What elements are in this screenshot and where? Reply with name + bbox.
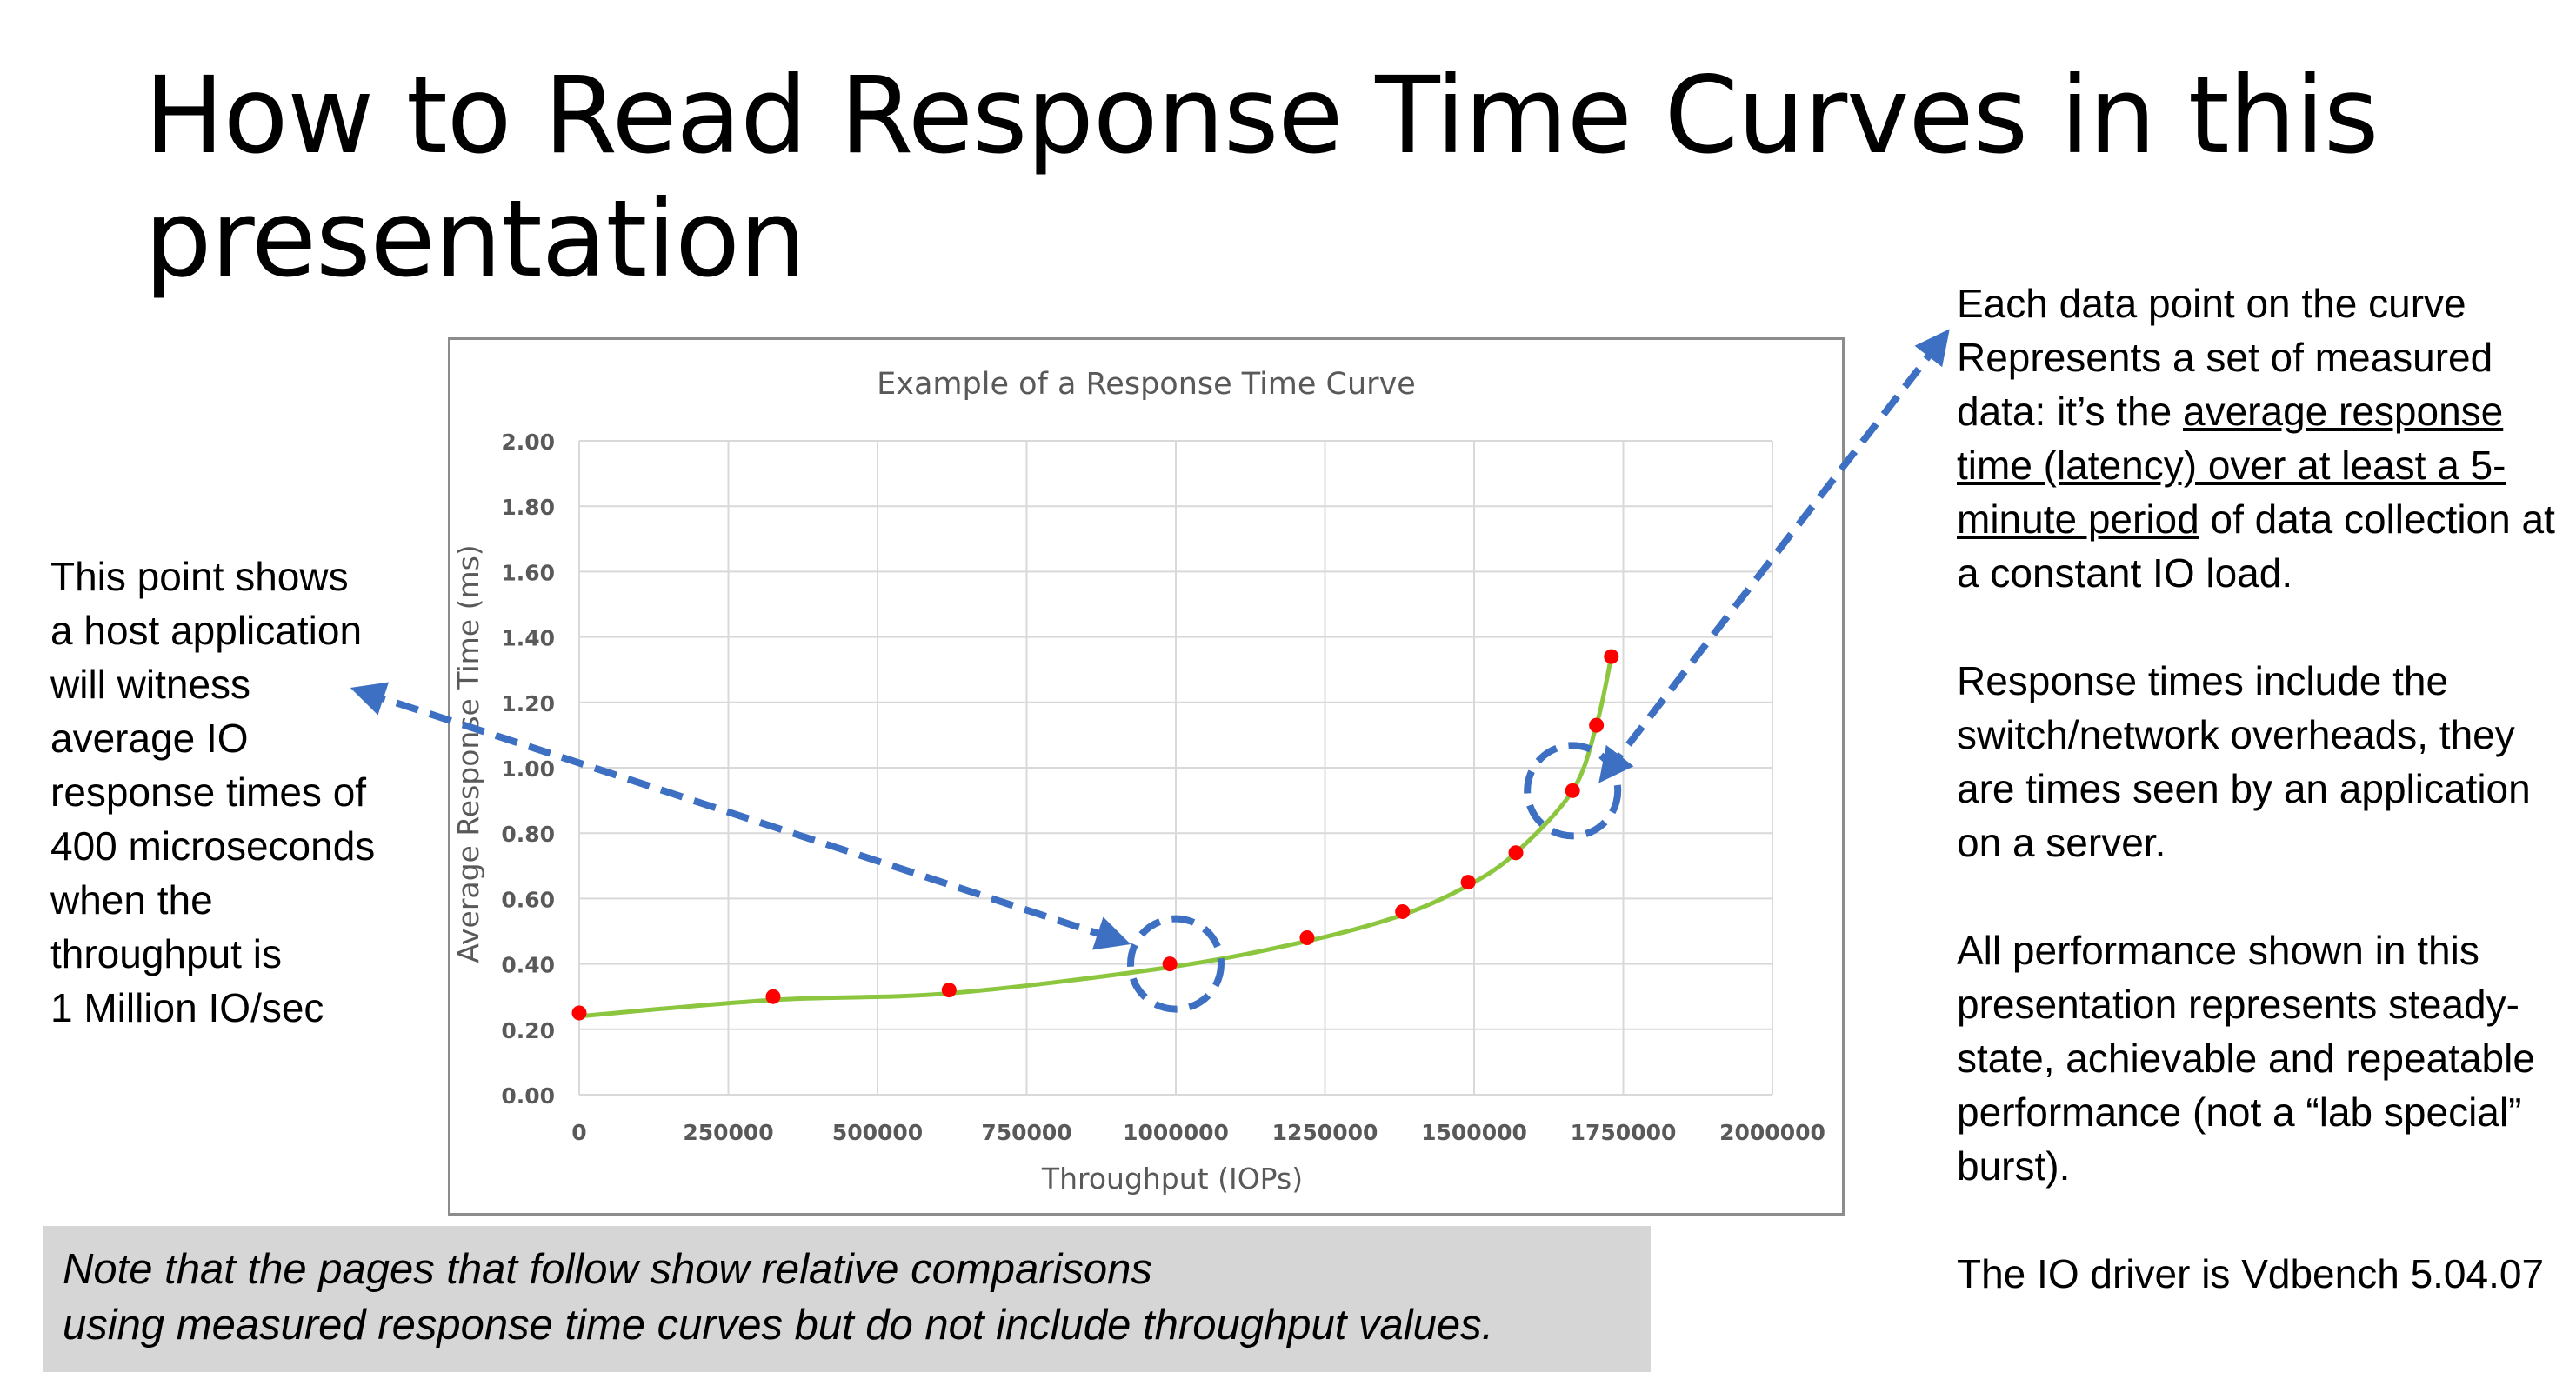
- data-point: [941, 983, 957, 998]
- data-point: [1299, 930, 1315, 946]
- network-overhead-note: Response times include the switch/networ…: [1957, 658, 2531, 865]
- left-note-line: This point shows: [50, 554, 349, 599]
- explanation-underlined: average response time (latency) over at …: [1957, 389, 2506, 542]
- left-note-line: 400 microseconds: [50, 823, 376, 869]
- left-note-line: a host application: [50, 608, 363, 653]
- chart-frame: 0.00 0.20 0.40 0.60 0.80 1.00 1.20 1.40 1.60 1.80…: [448, 337, 1845, 1216]
- data-point-explanation: Each data point on the curve Represents …: [1957, 276, 2566, 600]
- x-tick-label: 1250000: [1272, 1120, 1378, 1145]
- footnote-box: Note that the pages that follow show rel…: [43, 1226, 1651, 1372]
- explanation-text-end: of data collection at a constant IO load…: [1957, 496, 2555, 596]
- x-tick-label: 1500000: [1421, 1120, 1527, 1145]
- y-tick-label: 0.20: [501, 1018, 555, 1043]
- slide-title: How to Read Response Time Curves in this…: [144, 54, 2379, 301]
- left-note-line: will witness: [50, 662, 251, 707]
- left-note-line: average IO: [50, 716, 249, 761]
- y-tick-label: 0.60: [501, 887, 555, 912]
- steady-state-note: All performance shown in this presentati…: [1957, 928, 2535, 1189]
- response-time-chart: 0.00 0.20 0.40 0.60 0.80 1.00 1.20 1.40 1.60 1.80…: [451, 367, 1825, 1196]
- footnote-line: Note that the pages that follow show rel…: [63, 1246, 1152, 1293]
- data-point: [1395, 903, 1411, 919]
- data-point: [1565, 783, 1580, 798]
- x-axis-label: Throughput (IOPs): [1041, 1162, 1303, 1196]
- right-annotation-text: Each data point on the curve Represents …: [1957, 276, 2566, 1355]
- explanation-text: Each data point on the curve Represents …: [1957, 281, 2493, 434]
- x-tick-label: 1750000: [1571, 1120, 1677, 1145]
- left-annotation-text: This point shows a host application will…: [50, 550, 416, 1035]
- data-point: [1604, 649, 1619, 664]
- y-tick-label: 0.00: [501, 1083, 555, 1109]
- y-tick-label: 1.20: [501, 691, 555, 716]
- footnote-line: using measured response time curves but …: [63, 1302, 1494, 1349]
- left-note-line: response times of: [50, 769, 367, 815]
- y-tick-label: 1.00: [501, 756, 555, 782]
- y-axis-label: Average Response Time (ms): [451, 544, 485, 963]
- data-point: [1508, 845, 1524, 861]
- io-driver-note: The IO driver is Vdbench 5.04.07: [1957, 1251, 2545, 1296]
- x-tick-label: 750000: [981, 1120, 1071, 1145]
- x-tick-labels: 0 250000 500000 750000 1000000 1250000 1500000…: [571, 1120, 1825, 1145]
- y-tick-label: 1.60: [501, 560, 555, 585]
- data-point: [571, 1005, 587, 1021]
- x-tick-label: 0: [571, 1120, 586, 1145]
- trend-line: [578, 656, 1614, 1019]
- x-tick-label: 2000000: [1719, 1120, 1825, 1145]
- data-point: [765, 989, 781, 1004]
- y-tick-label: 0.80: [501, 822, 555, 847]
- x-tick-label: 500000: [832, 1120, 923, 1145]
- left-note-line: throughput is: [50, 931, 282, 976]
- chart-title: Example of a Response Time Curve: [877, 367, 1416, 402]
- left-note-line: 1 Million IO/sec: [50, 985, 324, 1030]
- grid-layer: [578, 440, 1773, 1096]
- data-point: [1162, 956, 1178, 972]
- y-tick-label: 0.40: [501, 953, 555, 978]
- data-point: [1460, 875, 1476, 890]
- data-point: [1589, 717, 1605, 733]
- x-tick-label: 1000000: [1123, 1120, 1229, 1145]
- y-tick-label: 1.40: [501, 626, 555, 651]
- y-tick-label: 2.00: [501, 430, 555, 455]
- y-tick-labels: 0.00 0.20 0.40 0.60 0.80 1.00 1.20 1.40 1.60 1.80…: [501, 430, 555, 1109]
- left-note-line: when the: [50, 877, 213, 923]
- x-tick-label: 250000: [683, 1120, 773, 1145]
- y-tick-label: 1.80: [501, 495, 555, 520]
